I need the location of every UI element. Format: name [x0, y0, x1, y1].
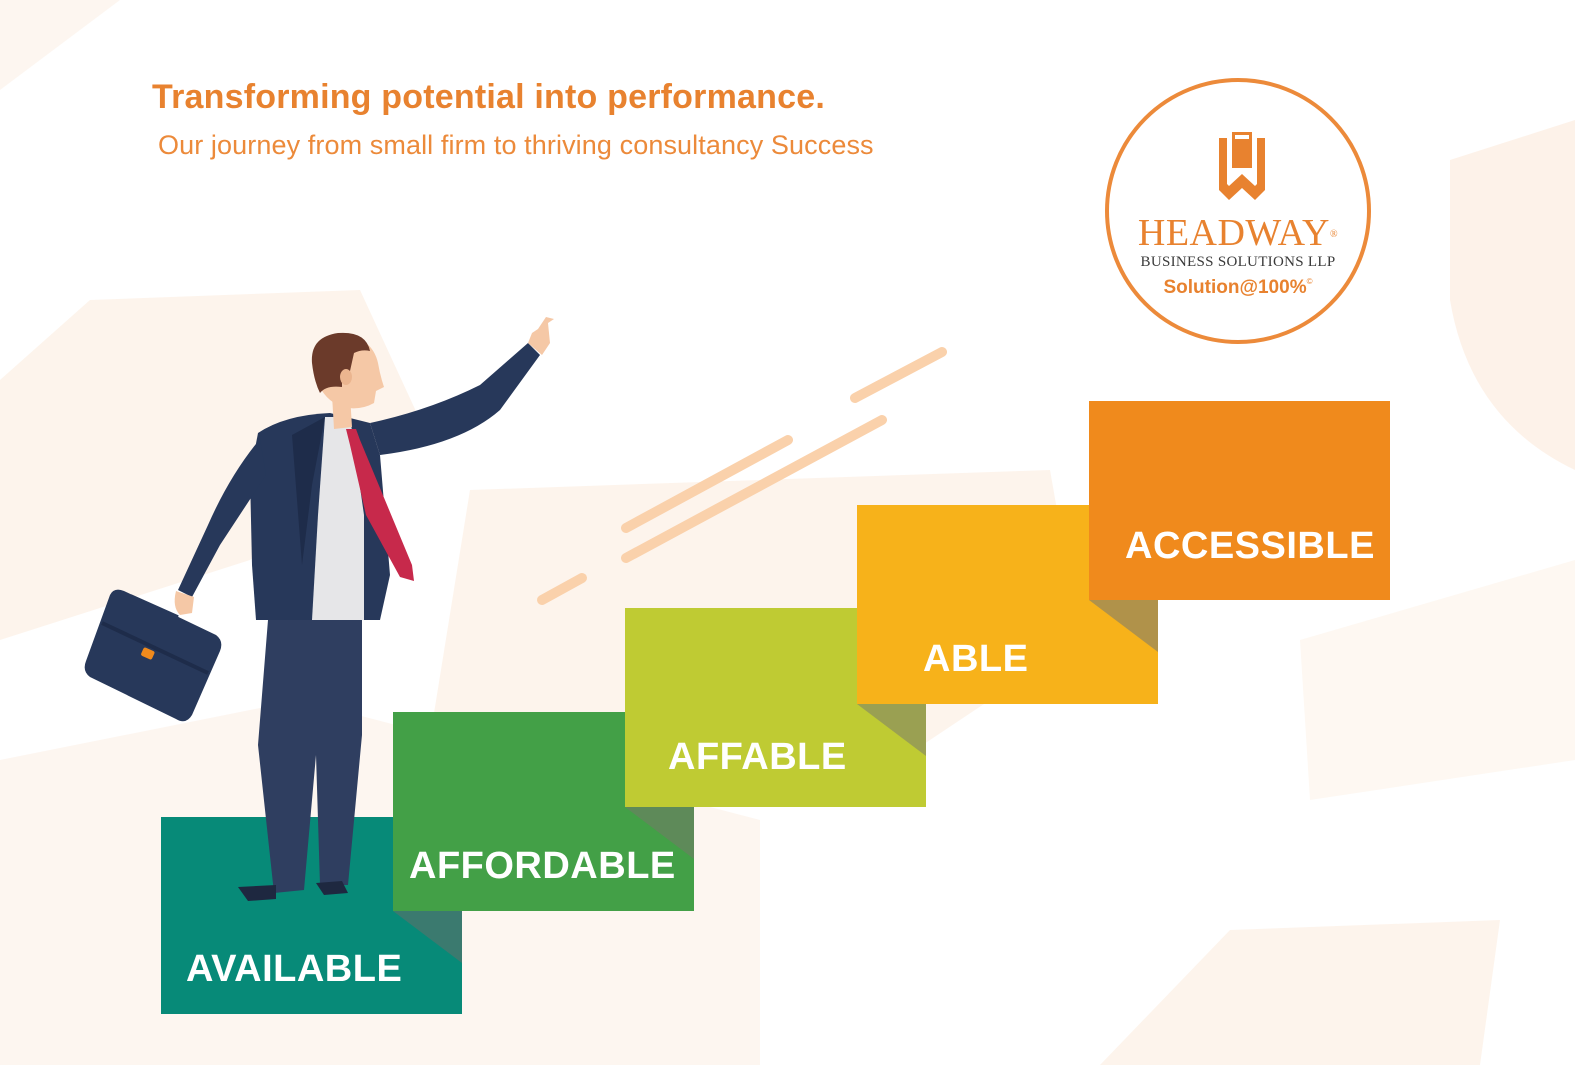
businessman-illustration	[84, 317, 554, 901]
company-logo: HEADWAY® BUSINESS SOLUTIONS LLP Solution…	[1105, 78, 1371, 344]
briefcase-icon	[84, 589, 222, 722]
step-label: AFFABLE	[668, 736, 847, 778]
step-fold	[393, 911, 462, 963]
step-fold	[857, 704, 926, 756]
step-label: ABLE	[923, 638, 1029, 680]
step-fold	[625, 807, 694, 859]
step-label: AVAILABLE	[186, 948, 403, 990]
logo-brand: HEADWAY®	[1137, 212, 1339, 254]
step-fold	[1089, 600, 1158, 652]
subheadline: Our journey from small firm to thriving …	[158, 130, 874, 160]
logo-tagline: Solution@100%©	[1163, 277, 1313, 298]
step-block	[1089, 401, 1390, 600]
headline: Transforming potential into performance.	[152, 78, 825, 116]
step-label: AFFORDABLE	[409, 845, 676, 887]
step-accessible: ACCESSIBLE	[1089, 401, 1390, 652]
headway-logo-icon	[1219, 132, 1265, 200]
logo-company: BUSINESS SOLUTIONS LLP	[1140, 254, 1336, 270]
step-label: ACCESSIBLE	[1125, 525, 1375, 567]
